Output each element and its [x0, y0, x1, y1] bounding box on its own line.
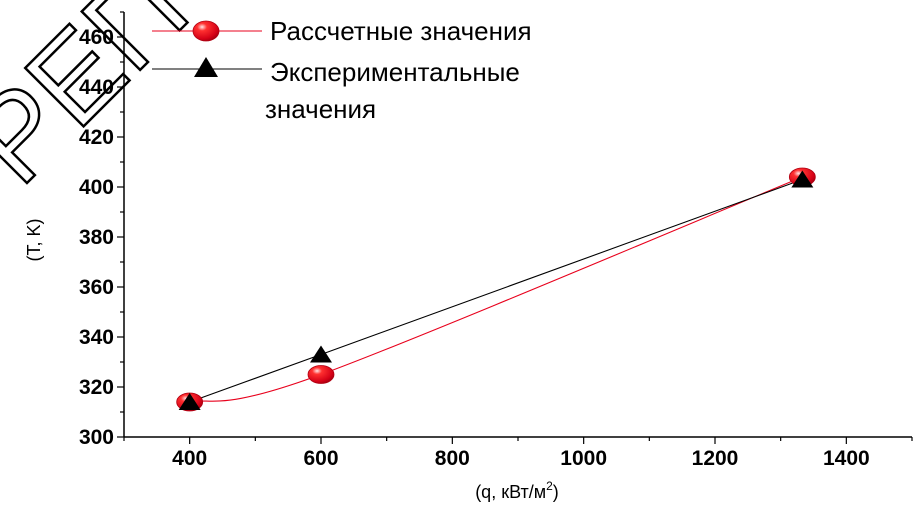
y-axis-label: (T, K): [24, 219, 44, 262]
tick-labels: 400 600 800 1000 1200 1400 300 320 340 360 380 400 4…: [79, 26, 870, 470]
x-axis-label-superscript: 2: [546, 479, 553, 493]
legend-marker-experimental: [194, 57, 218, 77]
plot-area: [176, 167, 816, 412]
y-tick-label: 300: [79, 426, 114, 449]
x-tick-label: 600: [303, 447, 338, 470]
series-line-1: [189, 178, 803, 403]
y-tick-label: 440: [79, 76, 114, 99]
x-axis-label-text: (q, кВт/м: [475, 482, 546, 502]
x-axis-label-close: ): [553, 482, 559, 502]
data-point-experimental: [310, 345, 332, 363]
y-tick-label: 460: [79, 26, 114, 49]
y-tick-label: 340: [79, 326, 114, 349]
x-tick-label: 800: [435, 447, 470, 470]
y-tick-label: 360: [79, 276, 114, 299]
legend-marker-calculated: [192, 20, 220, 42]
series-line-0: [189, 176, 803, 403]
y-tick-label: 320: [79, 376, 114, 399]
x-tick-label: 1200: [692, 447, 739, 470]
x-axis-label: (q, кВт/м2): [475, 479, 559, 502]
y-tick-label: 380: [79, 226, 114, 249]
legend: Рассчетные значения Экспериментальные зн…: [152, 16, 532, 124]
y-tick-label: 420: [79, 126, 114, 149]
data-point-experimental: [791, 170, 814, 188]
axes: [117, 11, 913, 444]
legend-label-calculated: Рассчетные значения: [270, 16, 532, 46]
data-point-experimental: [178, 393, 201, 410]
x-tick-label: 1000: [560, 447, 607, 470]
x-tick-label: 400: [172, 447, 207, 470]
x-tick-label: 1400: [823, 447, 870, 470]
legend-label-experimental-line2: значения: [265, 94, 376, 124]
y-tick-label: 400: [79, 176, 114, 199]
legend-label-experimental-line1: Экспериментальные: [270, 57, 520, 87]
data-point-calculated: [307, 365, 335, 384]
